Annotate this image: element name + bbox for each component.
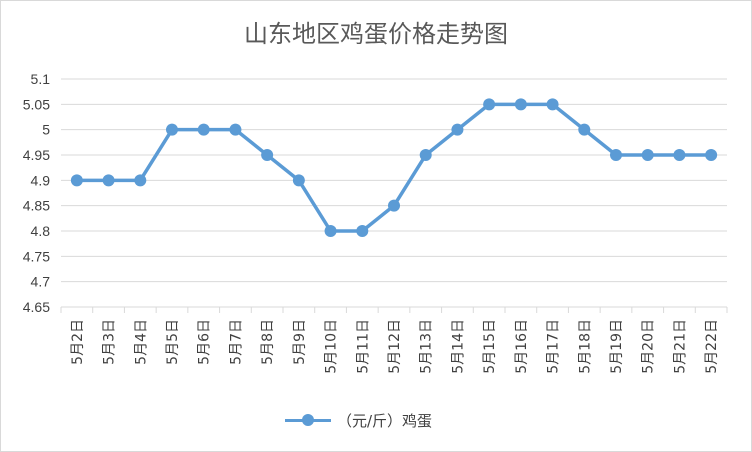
y-tick-label: 4.95 — [23, 147, 50, 163]
x-tick-label: 5月20日 — [641, 319, 657, 374]
data-point — [578, 123, 591, 136]
data-point — [102, 174, 115, 187]
data-point — [356, 225, 369, 237]
y-axis-ticks: 5.1 5.05 5 4.95 4.9 4.85 4.8 4.75 4.7 4.65 — [23, 71, 50, 315]
data-point — [546, 98, 559, 111]
data-point — [419, 149, 432, 161]
legend-label: （元/斤）鸡蛋 — [337, 411, 433, 430]
x-tick-label: 5月4日 — [133, 319, 149, 365]
x-tick-label: 5月14日 — [450, 319, 466, 374]
data-point — [197, 123, 210, 136]
y-tick-label: 4.8 — [31, 223, 51, 239]
data-point — [451, 123, 464, 136]
data-point — [705, 149, 718, 161]
data-point — [483, 98, 496, 111]
x-tick-label: 5月21日 — [672, 319, 688, 374]
chart-title: 山东地区鸡蛋价格走势图 — [244, 20, 508, 48]
x-tick-label: 5月10日 — [324, 319, 340, 374]
y-tick-label: 5.05 — [23, 96, 50, 112]
x-tick-label: 5月16日 — [514, 319, 530, 374]
data-point — [641, 149, 654, 161]
data-point — [673, 149, 686, 161]
x-tick-label: 5月17日 — [546, 319, 562, 374]
x-tick-label: 5月9日 — [292, 319, 308, 365]
x-axis-ticks: 5月2日 5月3日 5月4日 5月5日 5月6日 5月7日 5月8日 5月9日 5月10日 5月1… — [70, 319, 720, 374]
y-tick-label: 5.1 — [31, 71, 51, 87]
y-tick-label: 4.75 — [23, 248, 50, 264]
data-point — [261, 149, 274, 161]
data-point — [324, 225, 337, 237]
y-tick-label: 5 — [42, 122, 50, 138]
y-tick-label: 4.65 — [23, 299, 50, 315]
legend-swatch — [285, 412, 331, 428]
x-tick-label: 5月2日 — [70, 319, 86, 365]
legend: （元/斤）鸡蛋 — [285, 408, 432, 432]
x-tick-label: 5月19日 — [609, 319, 625, 374]
series-line — [76, 102, 712, 233]
data-point — [514, 98, 527, 111]
x-tick-label: 5月11日 — [355, 319, 371, 374]
data-point — [388, 199, 400, 212]
x-tick-label: 5月7日 — [228, 319, 244, 365]
y-tick-label: 4.7 — [31, 274, 51, 290]
gridlines — [60, 78, 728, 313]
data-point — [229, 123, 242, 136]
x-tick-label: 5月18日 — [577, 319, 593, 374]
x-tick-label: 5月5日 — [165, 319, 181, 365]
data-point — [292, 174, 305, 187]
x-tick-label: 5月3日 — [102, 319, 118, 365]
y-tick-label: 4.85 — [23, 198, 50, 214]
x-tick-label: 5月13日 — [419, 319, 435, 374]
data-point — [166, 123, 178, 136]
x-tick-label: 5月15日 — [482, 319, 498, 374]
data-point — [70, 174, 83, 187]
x-tick-label: 5月22日 — [704, 319, 720, 374]
series-layer — [70, 98, 718, 237]
data-point — [134, 174, 147, 187]
x-tick-label: 5月12日 — [387, 319, 403, 374]
x-tick-label: 5月8日 — [260, 319, 276, 365]
data-point — [610, 149, 622, 161]
x-tick-label: 5月6日 — [197, 319, 213, 365]
y-tick-label: 4.9 — [31, 172, 51, 188]
